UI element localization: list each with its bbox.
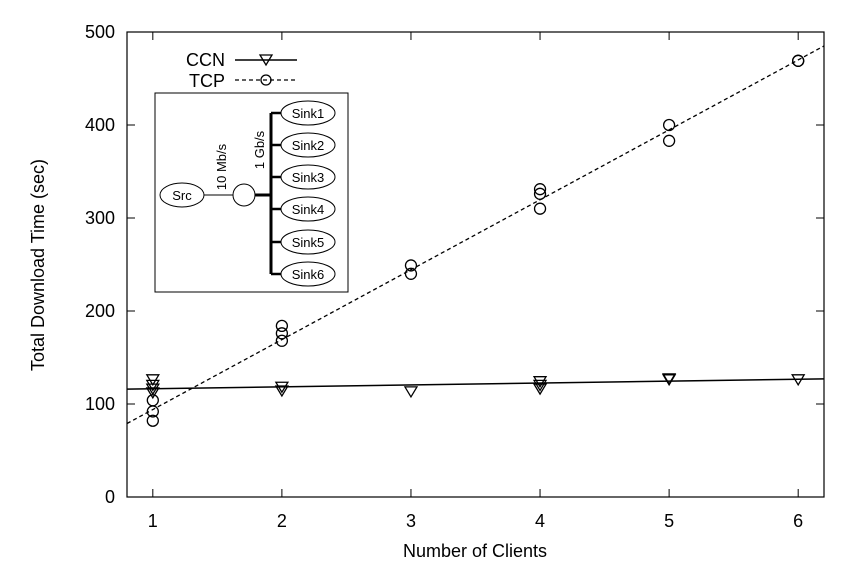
y-tick-label: 400 — [85, 115, 115, 135]
sink-node-label: Sink6 — [292, 267, 325, 282]
data-point-tcp — [533, 183, 547, 196]
fit-line-tcp — [127, 45, 824, 425]
data-point-ccn — [791, 374, 806, 387]
sink-node-label: Sink4 — [292, 202, 325, 217]
data-point-ccn — [274, 385, 290, 398]
data-point-ccn — [661, 374, 677, 387]
data-point-tcp — [146, 394, 159, 407]
data-point-ccn — [532, 379, 548, 392]
source-node-label: Src — [172, 188, 192, 203]
data-point-ccn — [145, 379, 160, 392]
y-tick-label: 100 — [85, 394, 115, 414]
data-point-ccn — [145, 387, 160, 400]
y-tick-label: 200 — [85, 301, 115, 321]
data-point-tcp — [533, 202, 547, 215]
data-point-tcp — [662, 118, 676, 132]
sink-node-label: Sink5 — [292, 235, 325, 250]
router-node — [232, 183, 256, 207]
y-axis-title: Total Download Time (sec) — [28, 159, 48, 371]
data-markers — [145, 54, 806, 427]
topology-inset: Src 10 Mb/s 1 Gb/s Sink1Sink2Sink3Sink4S… — [154, 92, 349, 293]
y-tick-label: 0 — [105, 487, 115, 507]
sink-node-label: Sink2 — [292, 138, 325, 153]
x-tick-label: 5 — [664, 511, 674, 531]
data-point-tcp — [146, 405, 159, 418]
axis-ticks: 0 100 200 300 400 500 1 2 3 4 5 6 — [85, 22, 824, 531]
x-tick-label: 2 — [277, 511, 287, 531]
x-tick-label: 3 — [406, 511, 416, 531]
sink-node — [280, 261, 336, 287]
link1-label: 10 Mb/s — [214, 143, 229, 190]
x-tick-label: 1 — [148, 511, 158, 531]
plot-frame — [126, 31, 825, 498]
sink-node — [280, 229, 336, 255]
data-point-ccn — [532, 383, 548, 396]
legend-marker-ccn — [258, 54, 274, 67]
data-point-tcp — [533, 187, 547, 200]
sink-node-label: Sink3 — [292, 170, 325, 185]
sink-nodes: Sink1 Sink2 Sink3 Sink4 Sink5 Sink6 — [271, 100, 336, 287]
data-point-tcp — [792, 54, 805, 67]
x-tick-label: 4 — [535, 511, 545, 531]
x-tick-label: 6 — [793, 511, 803, 531]
y-tick-label: 300 — [85, 208, 115, 228]
data-point-tcp — [404, 259, 418, 272]
data-point-tcp — [275, 334, 289, 347]
data-point-tcp — [146, 414, 159, 427]
sink-node — [280, 132, 336, 158]
data-point-ccn — [145, 383, 160, 396]
data-point-tcp — [662, 134, 676, 147]
sink-node — [280, 100, 336, 126]
data-point-ccn — [403, 386, 419, 399]
data-point-ccn — [274, 381, 290, 394]
legend: CCN TCP — [186, 50, 297, 91]
x-axis-title: Number of Clients — [403, 541, 547, 561]
fit-lines — [127, 45, 824, 425]
data-point-tcp — [275, 327, 289, 340]
y-tick-label: 500 — [85, 22, 115, 42]
legend-label-ccn: CCN — [186, 50, 225, 70]
legend-label-tcp: TCP — [189, 71, 225, 91]
fit-line-ccn — [127, 378, 824, 390]
sink-node — [280, 164, 336, 190]
data-point-tcp — [275, 319, 289, 333]
legend-marker-tcp — [260, 74, 272, 86]
link2-label: 1 Gb/s — [252, 130, 267, 169]
sink-node-label: Sink1 — [292, 106, 325, 121]
data-point-ccn — [532, 376, 548, 388]
sink-node — [280, 196, 336, 222]
data-point-tcp — [404, 267, 418, 280]
